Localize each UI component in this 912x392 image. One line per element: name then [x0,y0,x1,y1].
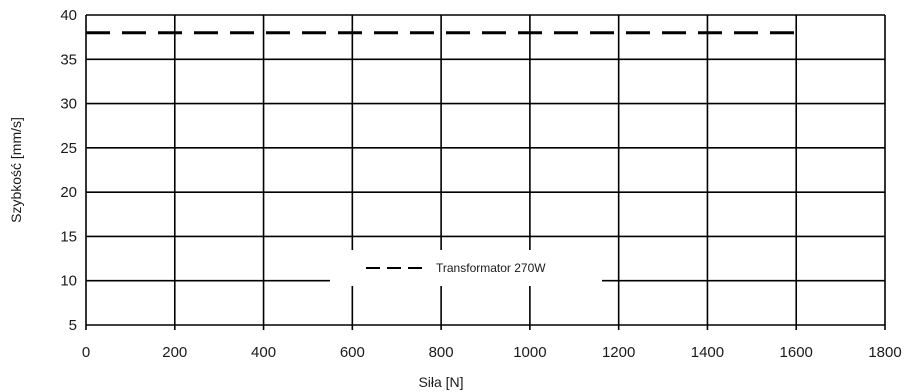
x-tick-label: 1000 [513,344,546,361]
x-tick-label: 1200 [602,344,635,361]
y-tick-label: 30 [60,96,77,113]
x-tick-label: 1400 [691,344,724,361]
y-tick-label: 25 [60,140,77,157]
grid [85,14,886,330]
y-tick-label: 20 [60,184,77,201]
x-tick-label: 200 [162,344,187,361]
x-tick-label: 1800 [868,344,901,361]
x-tick-label: 800 [429,344,454,361]
x-tick-label: 0 [82,344,90,361]
legend-label: Transformator 270W [436,261,546,275]
y-axis-label: Szybkość [mm/s] [8,117,24,223]
y-tick-label: 5 [69,317,77,334]
y-tick-label: 10 [60,273,77,290]
y-tick-label: 35 [60,51,77,68]
x-tick-label: 1600 [780,344,813,361]
x-axis-label: Siła [N] [418,374,463,390]
y-tick-label: 15 [60,228,77,245]
x-tick-label: 600 [340,344,365,361]
y-tick-label: 40 [60,7,77,24]
legend: Transformator 270W [330,250,602,286]
x-tick-label: 400 [251,344,276,361]
